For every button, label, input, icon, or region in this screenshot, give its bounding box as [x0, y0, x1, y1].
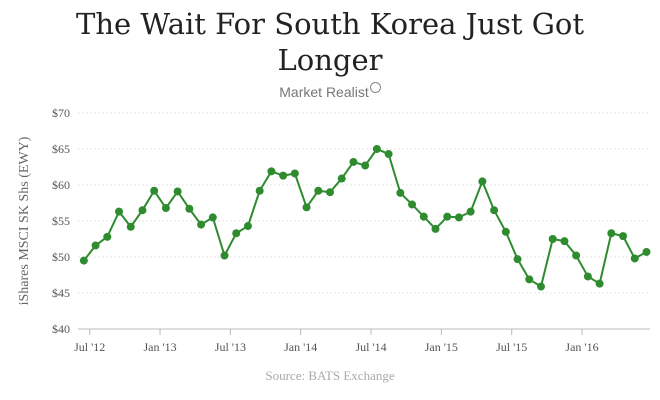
data-point	[243, 222, 252, 231]
x-tick-label: Jul '12	[74, 340, 105, 354]
data-point	[583, 272, 592, 281]
y-axis-title: iShares MSCI SK Shs (EWY)	[17, 136, 32, 305]
data-point	[115, 207, 124, 216]
data-point	[572, 251, 581, 260]
data-point	[525, 275, 534, 284]
chart-title-line1: The Wait For South Korea Just Got	[76, 7, 584, 41]
data-point	[630, 254, 639, 263]
chart-title-line2: Longer	[277, 43, 383, 77]
data-point	[349, 157, 358, 166]
data-point	[384, 150, 393, 159]
data-point	[91, 241, 100, 250]
data-point	[361, 161, 370, 170]
data-point	[290, 169, 299, 178]
data-point	[103, 232, 112, 241]
x-tick-label: Jul '13	[215, 340, 246, 354]
data-point	[536, 282, 545, 291]
y-tick-label: $50	[52, 250, 70, 264]
data-point	[185, 204, 194, 213]
data-point	[419, 212, 428, 221]
data-point	[443, 212, 452, 221]
y-tick-label: $70	[52, 106, 70, 120]
data-point	[267, 167, 276, 176]
data-point	[454, 213, 463, 222]
data-point	[173, 187, 182, 196]
data-point	[607, 229, 616, 238]
data-point	[642, 247, 651, 256]
data-point	[302, 203, 311, 212]
data-point	[560, 237, 569, 246]
data-point	[208, 213, 217, 222]
data-point	[326, 188, 335, 197]
brand-name: Market Realist	[279, 84, 369, 100]
magnifier-icon	[369, 82, 381, 93]
y-tick-label: $40	[52, 322, 70, 336]
data-point	[372, 145, 381, 153]
data-point	[431, 224, 440, 233]
y-tick-label: $65	[52, 142, 70, 156]
data-point	[490, 206, 499, 215]
data-point	[337, 174, 346, 183]
series-line	[83, 148, 647, 288]
x-tick-label: Jan '15	[425, 340, 458, 354]
data-point	[408, 200, 417, 209]
data-point	[220, 251, 229, 260]
data-point	[138, 206, 147, 215]
x-tick-label: Jan '16	[565, 340, 598, 354]
x-tick-label: Jul '14	[355, 340, 386, 354]
data-point	[396, 188, 405, 197]
data-point	[197, 220, 206, 229]
y-tick-label: $60	[52, 178, 70, 192]
x-tick-label: Jan '13	[143, 340, 176, 354]
data-point	[161, 204, 170, 213]
y-tick-label: $45	[52, 286, 70, 300]
data-point	[279, 171, 288, 180]
y-tick-label: $55	[52, 214, 70, 228]
data-point	[314, 186, 323, 195]
data-point	[501, 227, 510, 236]
data-point	[513, 255, 522, 264]
source-note: Source: BATS Exchange	[265, 368, 395, 383]
data-point	[478, 177, 487, 186]
data-point	[126, 222, 135, 231]
data-point	[595, 279, 604, 288]
x-tick-label: Jul '15	[496, 340, 527, 354]
data-point	[255, 186, 264, 195]
x-tick-label: Jan '14	[284, 340, 317, 354]
brand-logo: Market Realist	[0, 82, 660, 100]
chart-title: The Wait For South Korea Just Got Longer	[0, 6, 660, 78]
data-point	[150, 186, 159, 195]
data-point	[466, 207, 475, 216]
data-point	[619, 232, 628, 241]
data-point	[548, 235, 557, 243]
data-point	[232, 229, 241, 238]
data-point	[79, 256, 88, 265]
